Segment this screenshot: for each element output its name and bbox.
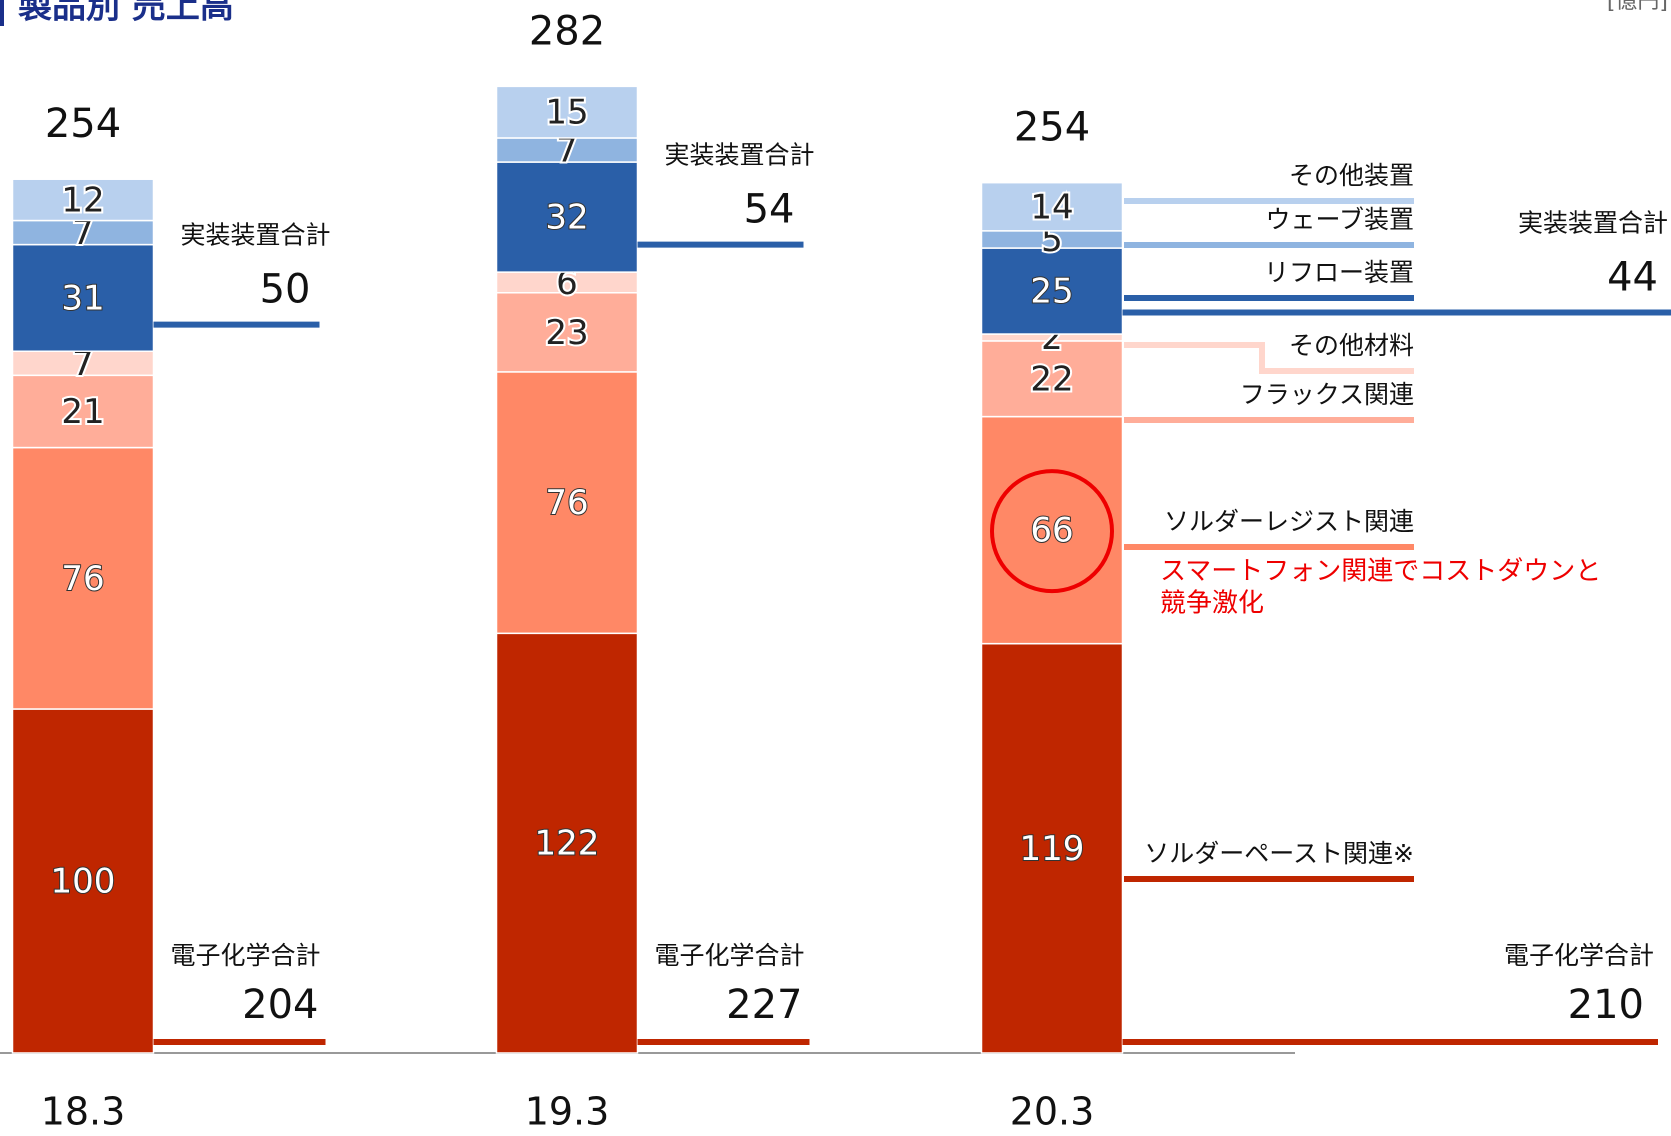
- annotation: 競争激化: [1160, 589, 1264, 619]
- segment-label: 76: [61, 559, 104, 599]
- segment-label: 14: [1030, 187, 1073, 227]
- group-value: 54: [744, 187, 795, 233]
- segment-label: 119: [1020, 829, 1085, 869]
- bar-segment: [11, 446, 155, 710]
- segment-label: 15: [545, 93, 588, 133]
- group-name: 実装装置合計: [665, 141, 815, 170]
- chart-title: 製品別 売上高: [18, 0, 234, 27]
- total-label: 254: [45, 101, 121, 147]
- group-value: 44: [1607, 255, 1658, 301]
- bar-segment: [11, 350, 155, 377]
- segment-label: 122: [535, 824, 600, 864]
- legend-label: フラックス関連: [1240, 380, 1414, 409]
- bar-segment: [11, 708, 155, 1054]
- bar-segment: [980, 340, 1124, 418]
- bar-segment: [495, 632, 639, 1054]
- legend-label: ウェーブ装置: [1265, 205, 1414, 234]
- segment-label: 76: [545, 483, 588, 523]
- unit-label: [億円]: [1607, 0, 1668, 14]
- title-bar: [0, 0, 4, 26]
- total-label: 254: [1014, 105, 1090, 151]
- bar-segment: [980, 642, 1124, 1054]
- segment-label: 25: [1030, 272, 1073, 312]
- bar-segment: [495, 85, 639, 139]
- bar-segment: [11, 178, 155, 222]
- group-value: 227: [726, 982, 802, 1028]
- x-tick-label: 20.3: [1010, 1090, 1095, 1133]
- segment-label: 31: [61, 278, 104, 318]
- bar-segment: [980, 247, 1124, 335]
- bar-segment: [980, 415, 1124, 645]
- x-tick-label: 18.3: [41, 1090, 126, 1133]
- group-name: 電子化学合計: [1504, 941, 1654, 970]
- total-label: 282: [529, 8, 605, 54]
- group-name: 実装装置合計: [1518, 209, 1668, 238]
- group-name: 電子化学合計: [655, 941, 805, 970]
- legend-label: ソルダーレジスト関連: [1164, 507, 1414, 536]
- segment-label: 66: [1030, 511, 1073, 551]
- segment-label: 21: [61, 392, 104, 432]
- segment-label: 32: [545, 198, 588, 238]
- segment-label: 23: [545, 313, 588, 353]
- bar-segment: [495, 137, 639, 163]
- legend-label: その他材料: [1289, 331, 1414, 360]
- bar-segment: [11, 243, 155, 352]
- segment-label: 12: [61, 180, 104, 220]
- group-value: 50: [260, 267, 311, 313]
- group-value: 210: [1568, 982, 1644, 1028]
- annotation: スマートフォン関連でコストダウンと: [1160, 557, 1601, 587]
- legend-label: ソルダーペースト関連※: [1144, 839, 1414, 868]
- segment-label: 22: [1030, 359, 1073, 399]
- legend-line: [1124, 342, 1414, 374]
- bar-segment: [495, 161, 639, 273]
- bar-segment: [980, 181, 1124, 232]
- group-name: 電子化学合計: [171, 941, 321, 970]
- group-name: 実装装置合計: [181, 221, 331, 250]
- legend-label: その他装置: [1289, 161, 1414, 190]
- bar-segment: [11, 219, 155, 246]
- group-value: 204: [242, 982, 318, 1028]
- legend-label: リフロー装置: [1264, 258, 1414, 287]
- segment-label: 100: [51, 862, 116, 902]
- bar-segment: [495, 371, 639, 635]
- bar-segment: [495, 292, 639, 373]
- highlight-circle: [990, 469, 1114, 594]
- x-tick-label: 19.3: [525, 1090, 610, 1133]
